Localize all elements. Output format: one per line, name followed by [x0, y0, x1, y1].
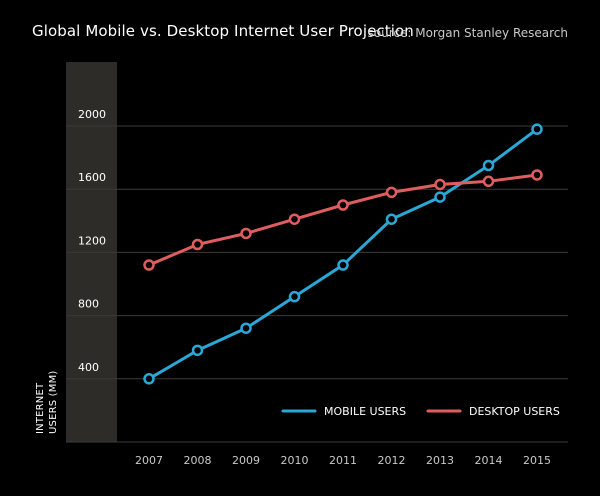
x-tick-label: 2007 [135, 454, 163, 467]
data-point [434, 178, 446, 191]
x-tick-label: 2014 [475, 454, 503, 467]
x-tick-label: 2011 [329, 454, 357, 467]
x-tick-label: 2012 [378, 454, 406, 467]
data-point [531, 169, 543, 181]
series-desktop [143, 169, 543, 271]
y-axis-label-line: INTERNET [35, 382, 46, 434]
y-axis-label: INTERNET USERS (MM) [35, 370, 59, 434]
series-lines [143, 123, 543, 385]
data-point [288, 290, 301, 303]
series-line [147, 127, 539, 381]
chart-title: Global Mobile vs. Desktop Internet User … [32, 22, 414, 40]
data-point [240, 322, 252, 334]
data-point [385, 213, 398, 225]
data-point [337, 259, 349, 271]
legend-label: DESKTOP USERS [469, 405, 560, 418]
data-point [482, 175, 495, 188]
data-point [191, 344, 204, 357]
data-point [240, 227, 252, 240]
legend-item: MOBILE USERS [281, 405, 406, 418]
legend-label: MOBILE USERS [324, 405, 406, 418]
legend-item: DESKTOP USERS [426, 405, 560, 418]
data-point [434, 191, 446, 203]
data-point [288, 213, 301, 225]
series-mobile [143, 123, 543, 385]
x-tick-label: 2008 [184, 454, 212, 467]
y-tick-label: 2000 [78, 108, 106, 121]
data-point [337, 199, 349, 211]
x-tick-label: 2009 [232, 454, 260, 467]
chart-source: source: Morgan Stanley Research [367, 26, 568, 40]
x-tick-label: 2013 [426, 454, 454, 467]
grid-lines [66, 125, 568, 443]
y-axis-label-line: USERS (MM) [48, 370, 59, 434]
x-tick-labels: 2007 2008 2009 2010 2011 2012 2013 2014 2015 [135, 454, 551, 467]
data-point [143, 373, 155, 385]
data-point [191, 238, 204, 251]
legend: MOBILE USERS DESKTOP USERS [281, 405, 560, 418]
data-point [385, 186, 398, 199]
y-tick-label: 1600 [78, 171, 106, 184]
x-tick-label: 2015 [523, 454, 551, 467]
y-tick-label: 800 [78, 298, 99, 311]
y-tick-label: 1200 [78, 234, 106, 247]
y-tick-label: 400 [78, 361, 99, 374]
data-point [482, 159, 495, 172]
data-point [531, 123, 543, 135]
y-tick-labels: 400 800 1200 1600 2000 [78, 108, 106, 374]
series-line [147, 173, 539, 267]
x-tick-label: 2010 [281, 454, 309, 467]
data-point [143, 259, 155, 271]
